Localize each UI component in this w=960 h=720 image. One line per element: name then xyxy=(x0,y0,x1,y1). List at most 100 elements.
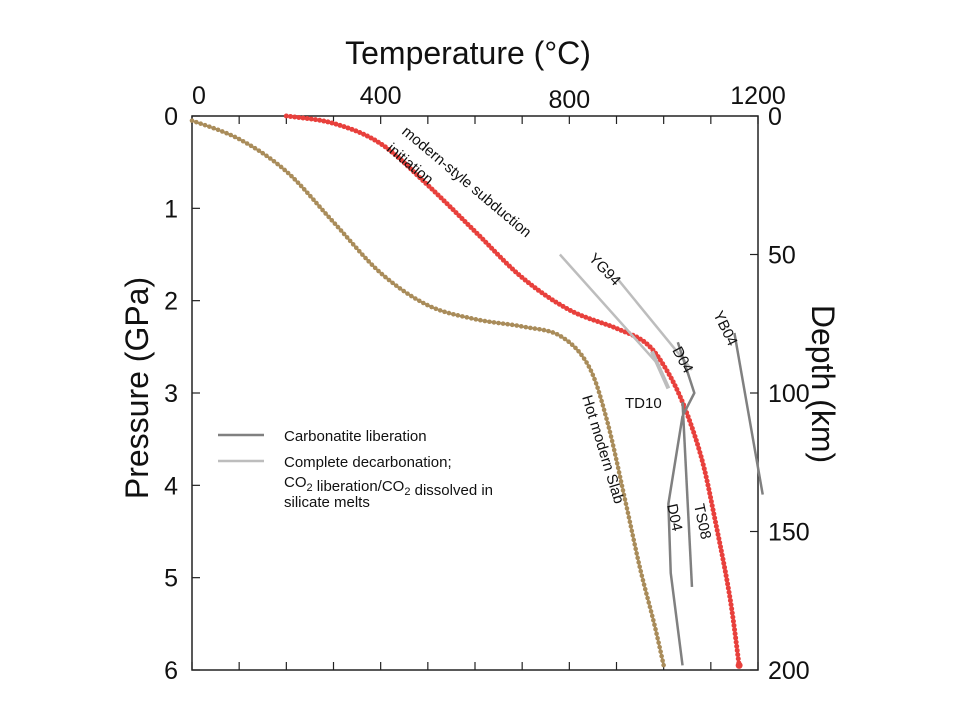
y-axis-title: Pressure (GPa) xyxy=(119,277,155,499)
hot-modern-slab-curve-dot xyxy=(661,662,666,668)
subduction-initiation-curve-dot xyxy=(341,124,347,130)
hot-modern-slab-curve-dot xyxy=(596,389,602,395)
hot-modern-slab-curve-dot xyxy=(505,321,510,327)
hot-modern-slab-curve-dot xyxy=(612,452,618,457)
hot-modern-slab-curve-dot xyxy=(648,609,654,614)
subduction-initiation-curve-dot xyxy=(720,556,726,562)
subduction-initiation-curve-dot xyxy=(698,453,704,459)
subduction-initiation-curve-dot xyxy=(727,593,733,599)
subduction-initiation-curve-dot xyxy=(693,437,699,443)
hot-modern-slab-curve-dot xyxy=(639,573,645,579)
hot-modern-slab-curve-dot xyxy=(588,368,594,373)
d04-carbonatite-line xyxy=(676,341,696,417)
y-tick-label: 6 xyxy=(164,657,178,685)
hot-modern-slab-curve-dot xyxy=(416,298,422,304)
subduction-initiation-curve-dot xyxy=(726,589,732,595)
d04-lower-label: D04 xyxy=(663,502,685,532)
hot-modern-slab-curve-dot xyxy=(446,310,452,316)
subduction-initiation-curve-dot xyxy=(313,117,319,123)
hot-modern-slab-curve-dot xyxy=(579,352,584,358)
hot-modern-slab-curve-dot xyxy=(429,304,434,310)
hot-modern-slab-curve-dot xyxy=(451,311,456,317)
subduction-initiation-curve-dot xyxy=(317,117,323,123)
hot-modern-slab-curve-dot xyxy=(546,328,551,334)
x-tick-label: 0 xyxy=(192,82,206,110)
subduction-initiation-curve-dot xyxy=(733,639,739,645)
hot-modern-slab-curve-dot xyxy=(473,317,479,322)
hot-modern-slab-curve-dot xyxy=(590,372,596,378)
hot-modern-slab-curve-dot xyxy=(518,324,524,329)
subduction-initiation-curve-dot xyxy=(696,445,702,451)
hot-modern-slab-curve-dot xyxy=(260,150,266,156)
hot-modern-slab-curve-dot xyxy=(357,248,362,254)
hot-modern-slab-curve-dot xyxy=(566,339,571,345)
hot-modern-slab-curve-dot xyxy=(491,320,497,325)
hot-modern-slab-curve-dot xyxy=(601,407,607,413)
hot-modern-slab-curve-dot xyxy=(617,474,623,480)
subduction-initiation-curve-dot xyxy=(670,379,676,385)
subduction-initiation-curve-dot xyxy=(724,577,730,583)
hot-modern-slab-curve-dot xyxy=(528,325,533,331)
subduction-initiation-curve-dot xyxy=(607,323,613,329)
hot-modern-slab-curve-dot xyxy=(433,306,439,312)
subduction-initiation-curve-dot xyxy=(689,425,695,431)
subduction-initiation-curve-dot xyxy=(357,130,363,136)
subduction-initiation-curve-dot xyxy=(556,301,562,307)
y2-tick-label: 50 xyxy=(768,242,796,270)
subduction-initiation-curve-dot xyxy=(664,368,670,374)
hot-modern-slab-curve-dot xyxy=(613,456,619,462)
subduction-initiation-curve-dot xyxy=(677,394,683,400)
subduction-initiation-curve-dot xyxy=(733,635,739,641)
subduction-initiation-curve-dot xyxy=(712,515,718,521)
legend-label: silicate melts xyxy=(284,494,370,511)
y2-tick-label: 0 xyxy=(768,103,782,131)
subduction-initiation-curve-dot xyxy=(610,324,616,330)
subduction-initiation-curve-dot xyxy=(715,531,721,537)
hot-modern-slab-curve-dot xyxy=(593,381,599,386)
subduction-initiation-curve-dot xyxy=(560,303,566,309)
hot-modern-slab-curve-dot xyxy=(653,626,658,632)
subduction-initiation-curve-dot xyxy=(727,598,733,604)
hot-modern-slab-curve-dot xyxy=(275,161,280,167)
hot-modern-slab-curve-dot xyxy=(636,560,641,565)
hot-modern-slab-curve-dot xyxy=(630,533,636,538)
subduction-initiation-curve-dot xyxy=(292,114,298,120)
x-tick-label: 1200 xyxy=(730,82,786,110)
hot-modern-slab-curve-dot xyxy=(608,434,614,439)
unnamed-decarbonation-line xyxy=(615,276,693,371)
hot-modern-slab-curve-dot xyxy=(320,207,325,213)
subduction-initiation-curve-dot xyxy=(372,137,378,143)
hot-modern-slab-curve-dot xyxy=(298,183,304,189)
subduction-initiation-endpoint xyxy=(735,661,743,669)
hot-modern-slab-curve-dot xyxy=(614,461,620,466)
subduction-initiation-curve-dot xyxy=(349,126,355,132)
hot-modern-slab-curve-dot xyxy=(626,515,632,520)
subduction-initiation-curve-dot xyxy=(708,499,714,505)
hot-modern-slab-curve-dot xyxy=(656,640,661,645)
hot-modern-slab-curve-dot xyxy=(455,313,461,318)
subduction-initiation-curve-dot xyxy=(713,519,719,525)
subduction-initiation-curve-dot xyxy=(308,116,314,122)
subduction-initiation-curve-dot xyxy=(591,317,597,323)
subduction-initiation-curve-dot xyxy=(321,118,327,124)
subduction-initiation-curve-dot xyxy=(599,320,605,326)
subduction-initiation-curve-dot xyxy=(730,614,736,620)
subduction-initiation-curve-dot xyxy=(618,327,624,333)
hot-modern-slab-curve-dot xyxy=(537,326,542,332)
hot-modern-slab-curve-dot xyxy=(604,416,609,421)
subduction-initiation-curve-dot xyxy=(695,441,701,447)
hot-modern-slab-curve-dot xyxy=(657,644,662,650)
subduction-initiation-curve-dot xyxy=(718,544,724,550)
hot-modern-slab-curve-dot xyxy=(595,385,600,391)
subduction-initiation-curve-dot xyxy=(687,418,693,424)
td10-decarbonation-line xyxy=(650,350,671,390)
y2-axis-title: Depth (km) xyxy=(805,305,841,463)
hot-modern-slab-curve-dot xyxy=(647,604,653,610)
subduction-initiation-curve-dot xyxy=(564,305,570,311)
hot-modern-slab-curve-dot xyxy=(631,537,637,543)
subduction-initiation-curve-dot xyxy=(662,364,668,370)
hot-modern-slab-curve-dot xyxy=(344,235,350,240)
subduction-initiation-curve-dot xyxy=(735,652,741,658)
y2-tick-label: 100 xyxy=(768,380,810,408)
subduction-initiation-curve-dot xyxy=(692,433,698,439)
